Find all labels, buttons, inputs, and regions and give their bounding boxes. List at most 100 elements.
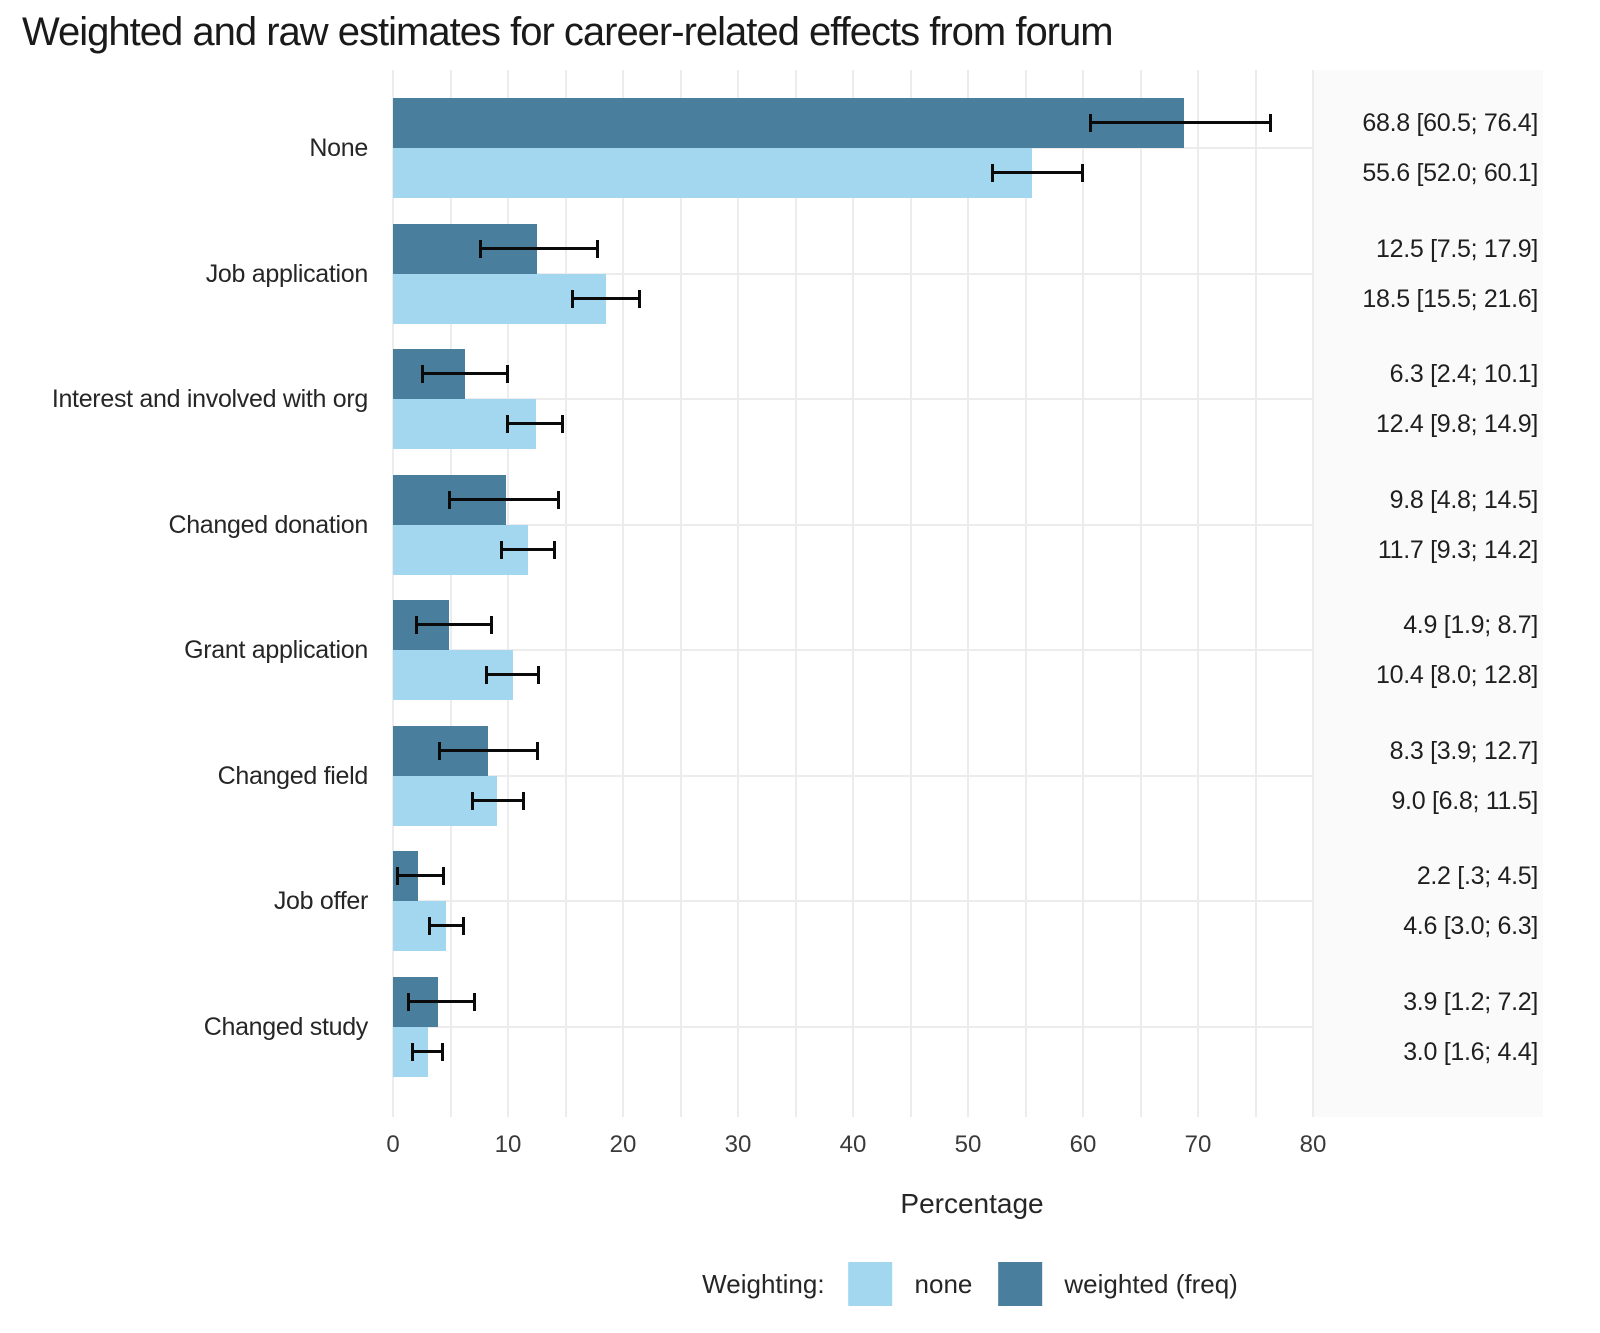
vertical-gridline	[564, 70, 567, 1117]
bar-light	[393, 273, 606, 324]
x-tick-label: 40	[839, 1131, 867, 1158]
error-bar	[485, 666, 541, 685]
error-bar-line	[427, 924, 466, 928]
error-bar	[396, 867, 445, 886]
vertical-gridline	[679, 70, 682, 1117]
bar-dark	[393, 98, 1185, 148]
error-bar-line	[420, 372, 510, 376]
error-bar	[427, 917, 466, 936]
vertical-gridline	[1024, 70, 1027, 1117]
horizontal-gridline	[393, 398, 1313, 401]
vertical-gridline	[507, 70, 509, 1117]
error-bar-line	[479, 246, 599, 250]
error-bar-line	[991, 171, 1085, 174]
category-label: Changed donation	[168, 510, 368, 539]
legend-title: Weighting:	[702, 1268, 825, 1299]
x-tick-label: 80	[1299, 1131, 1327, 1158]
x-tick-label: 60	[1069, 1131, 1097, 1158]
error-bar	[411, 1042, 444, 1061]
value-annotation: 6.3 [2.4; 10.1]	[1389, 360, 1539, 389]
error-bar	[471, 791, 526, 810]
error-bar	[479, 239, 599, 258]
error-bar	[1088, 114, 1272, 132]
error-bar	[571, 289, 642, 308]
category-label: Job application	[205, 259, 369, 288]
value-annotation: 9.8 [4.8; 14.5]	[1389, 485, 1539, 514]
vertical-gridline	[794, 70, 797, 1117]
value-annotation: 9.0 [6.8; 11.5]	[1391, 786, 1538, 815]
error-bar-line	[448, 497, 560, 501]
vertical-gridline	[449, 70, 452, 1117]
value-annotation: 55.6 [52.0; 60.1]	[1362, 159, 1538, 187]
value-annotation: 11.7 [9.3; 14.2]	[1377, 535, 1538, 564]
vertical-gridline	[1082, 70, 1084, 1117]
vertical-gridline	[1254, 70, 1257, 1117]
horizontal-gridline	[393, 774, 1313, 777]
annotation-panel	[1313, 70, 1543, 1117]
error-bar	[420, 365, 510, 384]
x-tick-label: 50	[954, 1131, 982, 1158]
vertical-gridline	[852, 70, 854, 1117]
legend: Weighting: none weighted (freq)	[702, 1262, 1238, 1306]
x-tick-label: 70	[1184, 1131, 1212, 1158]
error-bar	[991, 164, 1085, 182]
value-annotation: 4.9 [1.9; 8.7]	[1403, 611, 1538, 640]
error-bar-line	[396, 874, 445, 878]
value-annotation: 12.5 [7.5; 17.9]	[1376, 234, 1538, 263]
legend-label-none: none	[914, 1268, 973, 1299]
error-bar-line	[571, 296, 642, 300]
error-bar	[437, 741, 540, 760]
horizontal-gridline	[393, 523, 1313, 526]
chart-title: Weighted and raw estimates for career-re…	[22, 10, 1114, 54]
error-bar	[505, 415, 565, 434]
error-bar-line	[499, 547, 557, 551]
error-bar-line	[505, 422, 565, 426]
error-bar	[414, 616, 494, 635]
value-annotation: 2.2 [.3; 4.5]	[1416, 862, 1538, 891]
legend-swatch-weighted	[998, 1262, 1043, 1306]
legend-label-weighted: weighted (freq)	[1064, 1268, 1238, 1299]
x-axis-title: Percentage	[900, 1188, 1044, 1219]
value-annotation: 10.4 [8.0; 12.8]	[1376, 661, 1538, 690]
vertical-gridline	[392, 70, 394, 1117]
x-tick-label: 30	[724, 1131, 752, 1158]
value-annotation: 18.5 [15.5; 21.6]	[1362, 284, 1538, 313]
value-annotation: 3.9 [1.2; 7.2]	[1403, 987, 1538, 1016]
category-label: Interest and involved with org	[51, 385, 368, 414]
error-bar-line	[471, 798, 526, 802]
category-label: Job offer	[273, 887, 368, 916]
error-bar-line	[414, 623, 494, 627]
legend-swatch-none	[848, 1262, 893, 1306]
vertical-gridline	[967, 70, 969, 1117]
error-bar-line	[437, 748, 540, 752]
x-tick-label: 20	[609, 1131, 637, 1158]
horizontal-gridline	[393, 649, 1313, 652]
category-label: Grant application	[184, 636, 368, 665]
category-label: Changed field	[217, 761, 369, 790]
value-annotation: 68.8 [60.5; 76.4]	[1362, 109, 1538, 137]
error-bar-line	[411, 1049, 444, 1053]
vertical-gridline	[1197, 70, 1199, 1117]
error-bar-line	[1088, 121, 1272, 124]
category-label: None	[309, 134, 368, 162]
x-tick-label: 0	[386, 1131, 400, 1158]
vertical-gridline	[1312, 70, 1314, 1117]
error-bar-line	[406, 999, 476, 1003]
error-bar	[448, 490, 560, 509]
error-bar	[499, 540, 557, 559]
x-tick-label: 10	[494, 1131, 522, 1158]
vertical-gridline	[1139, 70, 1142, 1117]
value-annotation: 8.3 [3.9; 12.7]	[1389, 736, 1539, 765]
horizontal-gridline	[393, 1025, 1313, 1028]
vertical-gridline	[622, 70, 624, 1117]
horizontal-gridline	[393, 272, 1313, 275]
error-bar	[406, 992, 476, 1011]
value-annotation: 3.0 [1.6; 4.4]	[1403, 1037, 1538, 1066]
error-bar-line	[485, 673, 541, 677]
vertical-gridline	[737, 70, 739, 1117]
category-label: Changed study	[203, 1012, 369, 1041]
vertical-gridline	[909, 70, 912, 1117]
value-annotation: 4.6 [3.0; 6.3]	[1403, 912, 1538, 941]
